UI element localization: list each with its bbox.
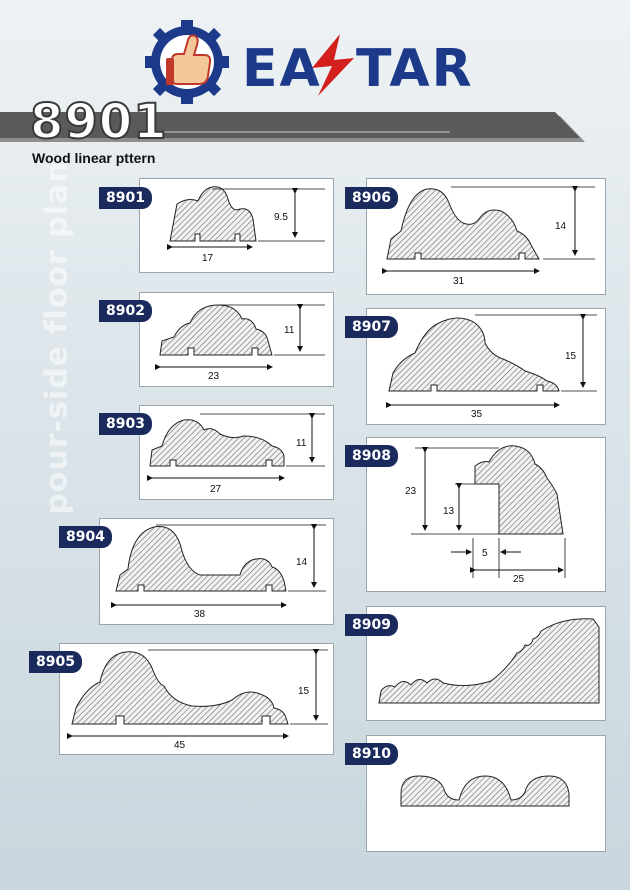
brand-wordmark-tail: TAR — [356, 39, 474, 99]
item-code-label: 8910 — [345, 743, 398, 765]
title-band — [0, 112, 585, 142]
dim-slot-width: 5 — [482, 548, 488, 559]
dim-width: 31 — [453, 276, 465, 287]
profile-drawing: 14 31 — [382, 186, 595, 287]
item-code-label: 8906 — [345, 187, 398, 209]
profile-drawing: 14 38 — [111, 524, 326, 620]
profile-drawing: 9.5 17 — [167, 186, 325, 264]
dim-width: 23 — [208, 371, 220, 382]
profile-drawing — [400, 775, 570, 807]
profile-panel-8907: 15 35 — [366, 308, 606, 425]
dim-width: 27 — [210, 484, 222, 495]
dim-width: 35 — [471, 409, 483, 420]
brand-header: EA TAR — [145, 20, 474, 104]
dim-height-total: 23 — [405, 486, 417, 497]
thumbs-up-logo-icon — [145, 20, 229, 104]
profile-panel-8910 — [366, 735, 606, 852]
dim-width: 25 — [513, 574, 525, 585]
dim-height: 14 — [555, 221, 567, 232]
item-code-label: 8903 — [99, 413, 152, 435]
profile-drawing: 11 27 — [147, 413, 325, 495]
lightning-bolt-icon — [312, 34, 354, 96]
profile-panel-8901: 9.5 17 — [139, 178, 334, 273]
dim-width: 38 — [194, 609, 206, 620]
profile-drawing: 23 13 5 25 — [405, 445, 566, 585]
item-code-label: 8907 — [345, 316, 398, 338]
page-subtitle: Wood linear pttern — [32, 150, 156, 166]
dim-height: 11 — [284, 325, 295, 336]
brand-wordmark: EA — [242, 39, 322, 99]
profile-panel-8909 — [366, 606, 606, 721]
item-code-label: 8904 — [59, 526, 112, 548]
dim-width: 45 — [174, 740, 186, 751]
item-code-label: 8909 — [345, 614, 398, 636]
dim-width: 17 — [202, 253, 214, 264]
item-code-label: 8902 — [99, 300, 152, 322]
background-watermark: pour-side floor plan — [39, 160, 75, 515]
profile-drawing: 15 45 — [67, 649, 328, 751]
profile-drawing: 15 35 — [386, 314, 597, 420]
dim-height: 11 — [296, 438, 307, 449]
item-code-label: 8908 — [345, 445, 398, 467]
dim-height: 15 — [565, 351, 577, 362]
dim-height: 15 — [298, 686, 310, 697]
page-title: 8901 — [29, 94, 168, 150]
profile-panel-8903: 11 27 — [139, 405, 334, 500]
profile-panel-8908: 23 13 5 25 — [366, 437, 606, 592]
profile-panel-8902: 11 23 — [139, 292, 334, 387]
profile-drawing: 11 23 — [155, 304, 325, 382]
profile-panel-8906: 14 31 — [366, 178, 606, 295]
dim-height: 9.5 — [274, 212, 288, 223]
dim-height: 14 — [296, 557, 308, 568]
dim-height-step: 13 — [443, 506, 455, 517]
profile-drawing — [378, 618, 600, 704]
item-code-label: 8905 — [29, 651, 82, 673]
profile-panel-8905: 15 45 — [59, 643, 334, 755]
profile-panel-8904: 14 38 — [99, 518, 334, 625]
item-code-label: 8901 — [99, 187, 152, 209]
